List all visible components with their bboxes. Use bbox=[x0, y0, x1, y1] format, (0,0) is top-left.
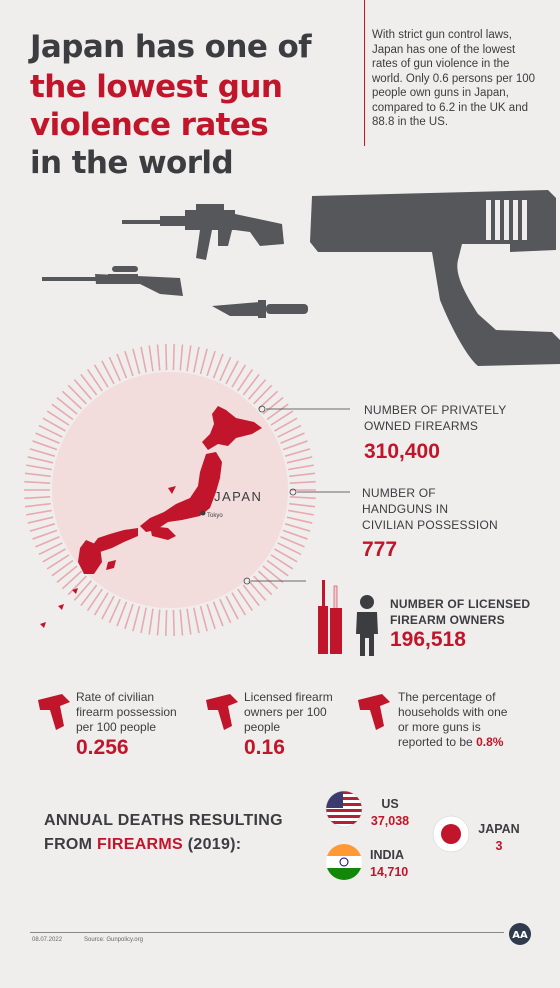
stat-value-private-firearms: 310,400 bbox=[364, 440, 440, 464]
stat-label-handguns: NUMBER OF HANDGUNS IN CIVILIAN POSSESSIO… bbox=[362, 485, 498, 533]
mini-value-licensed-rate: 0.16 bbox=[244, 736, 285, 760]
count-us: 37,038 bbox=[366, 814, 414, 828]
person-icon bbox=[356, 595, 378, 656]
footer-date: 08.07.2022 bbox=[32, 937, 62, 943]
aa-logo-icon: AA bbox=[508, 922, 532, 946]
stat-value-handguns: 777 bbox=[362, 538, 397, 562]
count-japan: 3 bbox=[474, 839, 524, 853]
svg-text:AA: AA bbox=[512, 930, 528, 941]
footer-source: Source: Gunpolicy.org bbox=[84, 937, 143, 943]
handgun-icon bbox=[36, 692, 72, 732]
us-flag-icon bbox=[325, 790, 363, 828]
stat-label-private-firearms: NUMBER OF PRIVATELY OWNED FIREARMS bbox=[364, 402, 507, 434]
mini-value-households: 0.8% bbox=[476, 735, 503, 749]
rifles-icon bbox=[318, 580, 342, 654]
stat-value-licensed-owners: 196,518 bbox=[390, 628, 466, 652]
deaths-title-line-2: FROM FIREARMS (2019): bbox=[44, 836, 241, 854]
mini-value-civilian-rate: 0.256 bbox=[76, 736, 129, 760]
mini-label-civilian-rate: Rate of civilian firearm possession per … bbox=[76, 690, 216, 735]
handgun-icon bbox=[204, 692, 240, 732]
deaths-title-line-1: ANNUAL DEATHS RESULTING bbox=[44, 812, 283, 830]
licensed-owners-icons bbox=[312, 576, 382, 658]
footer-divider bbox=[30, 932, 504, 933]
japan-flag-icon bbox=[432, 815, 470, 853]
country-us: US bbox=[370, 797, 410, 811]
handgun-icon bbox=[356, 692, 392, 732]
count-india: 14,710 bbox=[370, 865, 418, 879]
india-flag-icon bbox=[325, 843, 363, 881]
country-india: INDIA bbox=[370, 848, 414, 862]
mini-label-households: The percentage of households with one or… bbox=[398, 690, 548, 750]
country-japan: JAPAN bbox=[474, 822, 524, 836]
stat-label-licensed-owners: NUMBER OF LICENSED FIREARM OWNERS bbox=[390, 596, 530, 628]
